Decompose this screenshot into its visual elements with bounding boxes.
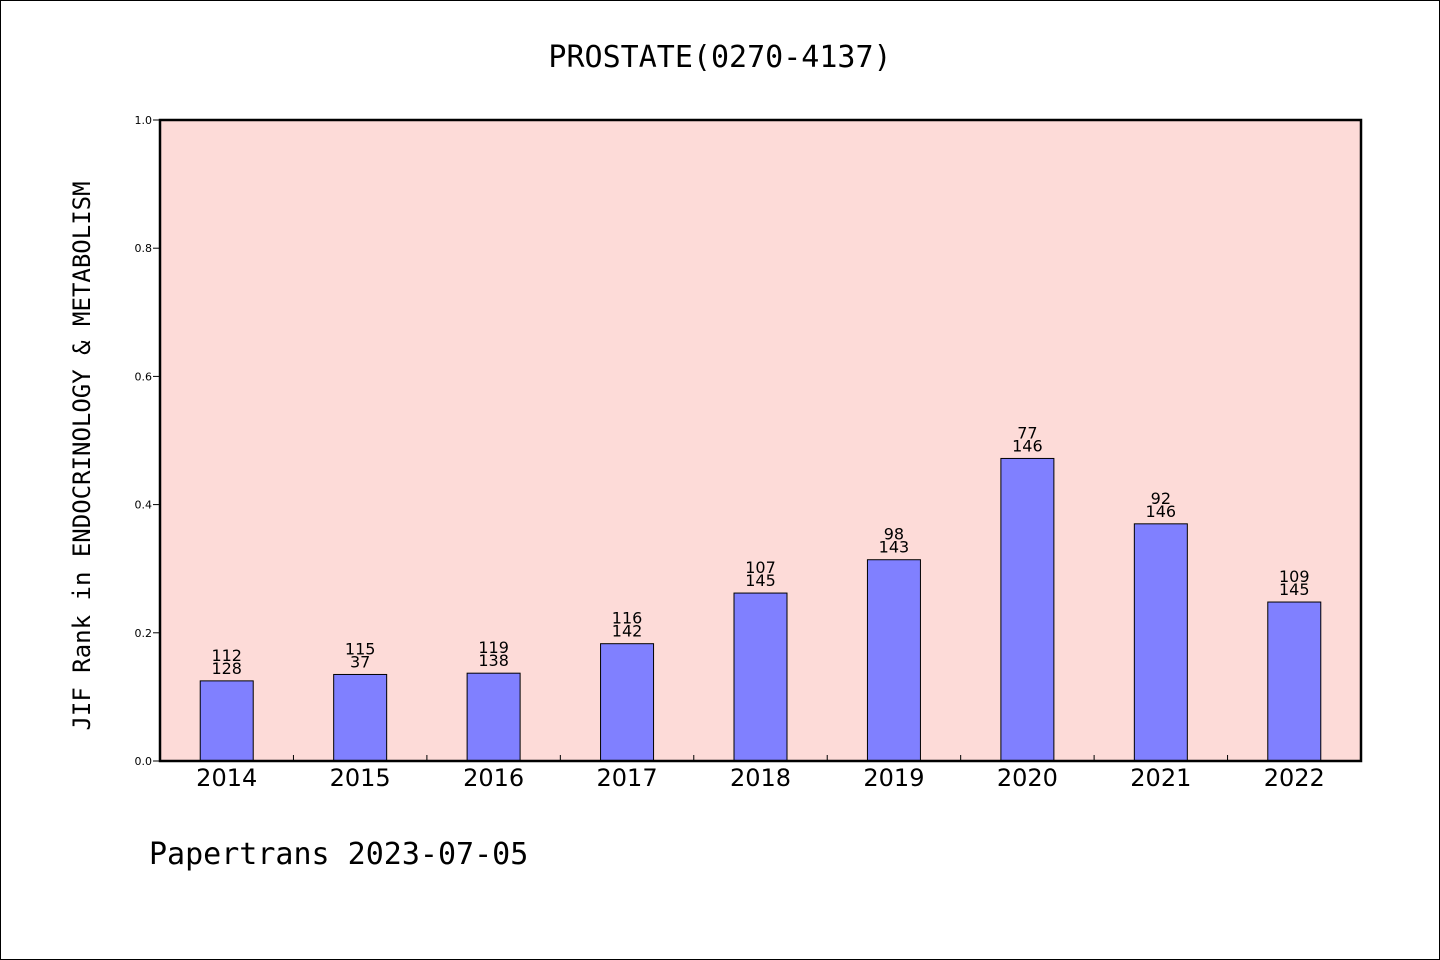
y-tick-label: 0.2: [135, 627, 153, 640]
bar-2022: [1267, 601, 1322, 762]
x-tick-label: 2018: [730, 764, 791, 792]
y-tick-label: 0.4: [135, 499, 153, 512]
bar-label-rank: 112: [211, 646, 242, 665]
bar-2017: [600, 643, 655, 762]
bar-label-rank: 119: [478, 638, 509, 657]
bar-label-total: 146: [1146, 502, 1177, 521]
bar-label-total: 128: [211, 659, 242, 678]
bar-2016: [466, 672, 521, 762]
bar-label-total: 146: [1012, 436, 1043, 455]
plot-frame: [158, 118, 1363, 763]
x-tick-label: 2022: [1264, 764, 1325, 792]
y-tick-label: 0.8: [135, 242, 153, 255]
y-tick-label: 0.0: [135, 755, 153, 768]
bar-label-total: 145: [1279, 580, 1310, 599]
bar-labels: 1121281153711913811614210714598143771469…: [211, 423, 1309, 677]
y-axis-ticks: 0.0 0.2 0.4 0.6 0.8 1.0: [135, 114, 160, 768]
x-axis-ticks: 2014 2015 2016 2017 2018 2019 2020 2021 2022: [196, 755, 1325, 792]
x-tick-label: 2021: [1130, 764, 1191, 792]
bar-2021: [1133, 523, 1188, 762]
bar-2019: [866, 559, 921, 762]
bar-label-rank: 116: [612, 609, 643, 628]
x-tick-label: 2014: [196, 764, 257, 792]
bar-label-total: 138: [478, 651, 509, 670]
bar-label-rank: 115: [345, 639, 376, 658]
y-tick-label: 0.6: [135, 370, 153, 383]
x-tick-label: 2016: [463, 764, 524, 792]
x-tick-label: 2020: [997, 764, 1058, 792]
bar-2014: [199, 680, 254, 762]
bars: [199, 457, 1322, 762]
bar-label-rank: 77: [1017, 423, 1037, 442]
footer-watermark: Papertrans 2023-07-05: [149, 837, 528, 872]
bar-label-rank: 92: [1151, 489, 1171, 508]
bar-label-rank: 107: [745, 558, 776, 577]
bar-label-total: 143: [879, 538, 910, 557]
bar-label-rank: 109: [1279, 567, 1310, 586]
bar-2020: [1000, 457, 1055, 762]
bar-label-total: 142: [612, 622, 643, 641]
bar-label-total: 145: [745, 571, 776, 590]
x-tick-label: 2019: [863, 764, 924, 792]
x-tick-label: 2017: [597, 764, 658, 792]
y-tick-label: 1.0: [135, 114, 153, 127]
bar-label-total: 37: [350, 652, 370, 671]
chart-title: PROSTATE(0270-4137): [548, 40, 891, 75]
bar-2015: [333, 673, 388, 762]
x-tick-label: 2015: [330, 764, 391, 792]
bar-2018: [733, 592, 788, 762]
y-axis-label: JIF Rank in ENDOCRINOLOGY & METABOLISM: [68, 181, 96, 730]
bar-label-rank: 98: [884, 525, 904, 544]
